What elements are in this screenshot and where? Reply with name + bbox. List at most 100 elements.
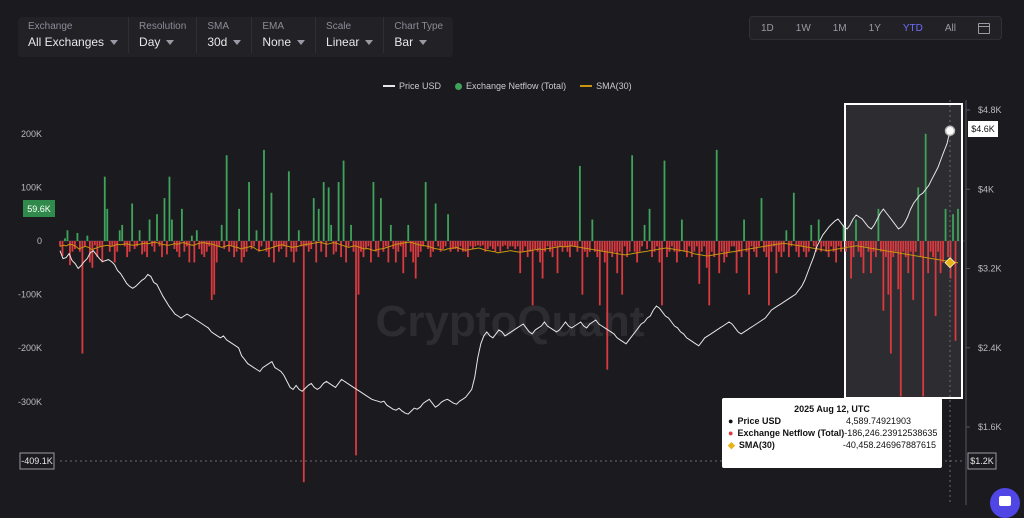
range-1w-button[interactable]: 1W bbox=[795, 22, 811, 34]
netflow-swatch bbox=[455, 82, 463, 90]
netflow-bar bbox=[233, 241, 236, 258]
netflow-bar bbox=[671, 241, 673, 247]
netflow-bar bbox=[733, 241, 736, 247]
netflow-bar bbox=[325, 241, 328, 258]
netflow-bar bbox=[335, 241, 338, 252]
right-bottom-label: $1.2K bbox=[970, 456, 994, 466]
netflow-bar bbox=[143, 241, 146, 252]
netflow-bar bbox=[646, 241, 648, 250]
netflow-bar bbox=[88, 241, 91, 263]
chart-type-select[interactable]: Chart Type Bar bbox=[384, 17, 453, 53]
netflow-bar bbox=[768, 241, 770, 306]
chat-button[interactable] bbox=[990, 488, 1020, 518]
netflow-bar bbox=[638, 241, 641, 252]
sma-line bbox=[59, 241, 959, 264]
netflow-bar bbox=[486, 241, 489, 250]
netflow-bar bbox=[653, 241, 656, 252]
netflow-bar bbox=[569, 241, 571, 258]
netflow-bar bbox=[370, 241, 372, 263]
netflow-bar bbox=[452, 241, 454, 250]
exchange-select[interactable]: Exchange All Exchanges bbox=[18, 17, 130, 53]
netflow-bar bbox=[929, 241, 932, 252]
netflow-bar bbox=[576, 241, 579, 252]
netflow-bar bbox=[467, 241, 469, 258]
netflow-bar bbox=[693, 241, 696, 252]
netflow-bar bbox=[822, 241, 825, 247]
range-1m-button[interactable]: 1M bbox=[832, 22, 847, 34]
netflow-bar bbox=[404, 241, 407, 258]
netflow-bar bbox=[835, 241, 838, 263]
range-1d-button[interactable]: 1D bbox=[760, 22, 774, 34]
netflow-bar bbox=[355, 241, 357, 456]
legend-netflow[interactable]: Exchange Netflow (Total) bbox=[455, 81, 566, 91]
ema-select[interactable]: EMA None bbox=[252, 17, 317, 53]
netflow-bar bbox=[648, 208, 651, 241]
netflow-bar bbox=[556, 241, 559, 274]
netflow-bar bbox=[357, 241, 360, 295]
netflow-bar bbox=[345, 241, 347, 263]
resolution-select[interactable]: Resolution Day bbox=[129, 17, 198, 53]
netflow-bar bbox=[934, 241, 937, 317]
netflow-bar bbox=[300, 241, 303, 247]
chevron-down-icon bbox=[419, 40, 428, 46]
netflow-bar bbox=[658, 241, 661, 263]
range-ytd-button[interactable]: YTD bbox=[902, 22, 923, 34]
netflow-bar bbox=[919, 241, 922, 258]
netflow-bar bbox=[514, 241, 517, 250]
netflow-bar bbox=[230, 241, 233, 247]
calendar-icon[interactable] bbox=[977, 22, 990, 34]
netflow-bar bbox=[865, 241, 867, 247]
tooltip-netflow-value: -186,246.23912538635 bbox=[844, 428, 938, 438]
netflow-bar bbox=[66, 230, 69, 241]
netflow-bar bbox=[253, 241, 255, 247]
netflow-bar bbox=[539, 241, 541, 263]
netflow-bar bbox=[290, 241, 293, 252]
netflow-bar bbox=[773, 241, 775, 247]
sma-marker bbox=[944, 257, 956, 269]
netflow-bar bbox=[899, 241, 902, 397]
netflow-bar bbox=[718, 241, 721, 274]
netflow-bar bbox=[106, 208, 109, 241]
netflow-bar bbox=[840, 241, 842, 252]
range-all-button[interactable]: All bbox=[944, 22, 956, 34]
netflow-bar bbox=[153, 241, 156, 252]
netflow-bar bbox=[297, 230, 300, 241]
netflow-bar bbox=[805, 241, 808, 258]
netflow-bar bbox=[81, 241, 84, 354]
netflow-bar bbox=[360, 241, 362, 252]
left-tick-label: 200K bbox=[21, 129, 42, 139]
netflow-bar bbox=[136, 241, 139, 247]
netflow-bar bbox=[273, 241, 275, 263]
sma-series bbox=[59, 241, 959, 264]
netflow-bar bbox=[534, 241, 537, 250]
netflow-bar bbox=[832, 241, 835, 252]
netflow-bar bbox=[541, 241, 544, 279]
netflow-bar bbox=[166, 241, 168, 255]
range-1y-button[interactable]: 1Y bbox=[868, 22, 881, 34]
right-tick-label: $1.6K bbox=[978, 422, 1002, 432]
legend-sma[interactable]: SMA(30) bbox=[580, 81, 632, 91]
tooltip-sma-name: SMA(30) bbox=[738, 440, 775, 450]
ema-label: EMA bbox=[262, 21, 285, 32]
netflow-bar bbox=[618, 241, 621, 252]
netflow-bar bbox=[728, 241, 731, 252]
netflow-bar bbox=[683, 241, 686, 252]
legend-netflow-label: Exchange Netflow (Total) bbox=[466, 81, 567, 91]
scale-select[interactable]: Scale Linear bbox=[316, 17, 385, 53]
price-swatch bbox=[383, 85, 395, 87]
netflow-bar bbox=[770, 241, 773, 252]
netflow-bar bbox=[616, 241, 619, 274]
netflow-bar bbox=[685, 241, 688, 258]
legend-price[interactable]: Price USD bbox=[383, 81, 441, 91]
netflow-bar bbox=[745, 241, 748, 252]
netflow-bar bbox=[606, 241, 609, 370]
netflow-bar bbox=[830, 241, 833, 247]
sma-select[interactable]: SMA 30d bbox=[197, 17, 253, 53]
netflow-bar bbox=[524, 241, 527, 247]
chevron-down-icon bbox=[365, 40, 374, 46]
netflow-bar bbox=[375, 241, 377, 252]
netflow-bar bbox=[454, 241, 457, 250]
left-tick-label: -200K bbox=[18, 343, 42, 353]
netflow-bar bbox=[86, 235, 89, 241]
